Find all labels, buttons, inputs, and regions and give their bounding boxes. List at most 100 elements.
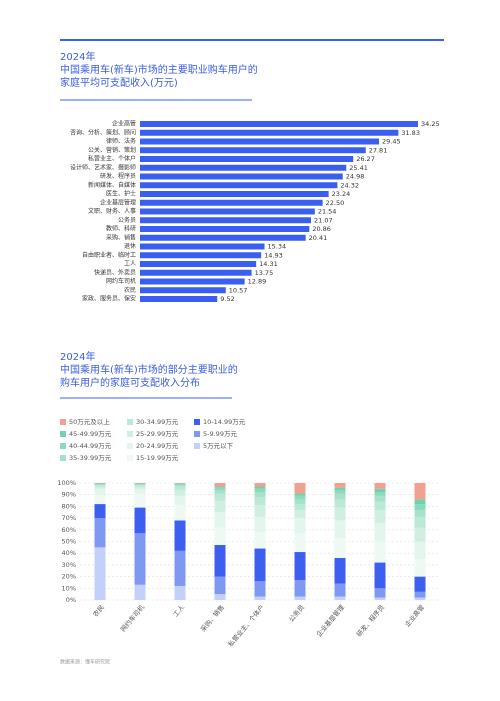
legend-label: 5-9.99万元 <box>203 430 237 438</box>
y-tick-label: 40% <box>62 549 76 557</box>
category-label: 设计师、艺术家、摄影师 <box>70 163 136 171</box>
bar-segment <box>414 591 426 598</box>
bar-segment <box>134 486 146 489</box>
bar-segment <box>174 485 186 487</box>
bar-segment <box>374 495 386 502</box>
category-label: 新闻媒体、自媒体 <box>88 181 136 189</box>
chart-title: 家庭平均可支配收入(万元) <box>60 76 178 89</box>
bar <box>140 121 418 127</box>
bar-segment <box>94 488 106 495</box>
bar-segment <box>174 585 186 600</box>
value-label: 14.31 <box>259 260 278 268</box>
bar-segment <box>334 557 346 584</box>
value-label: 34.25 <box>421 120 440 128</box>
bar-segment <box>134 483 146 484</box>
bar-segment <box>134 488 146 494</box>
bar-segment <box>94 486 106 489</box>
category-label: 退休 <box>124 242 136 250</box>
category-label: 文职、财务、人事 <box>88 207 136 215</box>
legend-swatch <box>194 443 200 449</box>
value-label: 31.83 <box>401 129 420 137</box>
bar-segment <box>214 490 226 494</box>
bar-segment <box>254 516 266 533</box>
y-tick-label: 20% <box>62 573 76 581</box>
category-label: 教师、科研 <box>106 225 136 233</box>
y-tick-label: 10% <box>62 584 76 592</box>
bar-segment <box>374 541 386 563</box>
bar-segment <box>334 499 346 508</box>
chart-title: 购车用户的家庭可支配收入分布 <box>60 376 200 389</box>
bar <box>140 199 323 206</box>
bar-segment <box>214 500 226 513</box>
y-tick-label: 30% <box>62 561 76 569</box>
bar-segment <box>334 487 346 491</box>
value-label: 27.81 <box>369 146 388 154</box>
bar-segment <box>374 597 386 600</box>
category-label: 企业基层管理 <box>100 198 136 206</box>
bar-segment <box>94 518 106 548</box>
value-label: 22.50 <box>326 199 345 207</box>
y-tick-label: 100% <box>57 479 76 487</box>
legend-swatch <box>60 431 66 437</box>
legend-swatch <box>127 431 133 437</box>
legend-label: 50万元及以上 <box>69 417 110 426</box>
bar-segment <box>254 505 266 517</box>
value-label: 9.52 <box>220 295 234 303</box>
value-label: 29.45 <box>382 138 401 146</box>
legend-swatch <box>60 455 66 461</box>
bar <box>140 296 218 302</box>
bar-segment <box>294 533 306 553</box>
bar-segment <box>134 493 146 508</box>
legend-label: 35-39.99万元 <box>69 454 112 462</box>
bar-segment <box>414 597 426 600</box>
category-label: 工人 <box>124 261 136 268</box>
value-label: 25.41 <box>349 164 368 172</box>
legend-label: 5万元以下 <box>203 442 234 450</box>
bar-segment <box>214 486 226 488</box>
bar-segment <box>174 486 186 491</box>
chart-title: 中国乘用车(新车)市场的部分主要职业的 <box>60 363 238 376</box>
bar-segment <box>214 527 226 546</box>
category-label: 自由职业者、临时工 <box>82 251 136 259</box>
legend-label: 25-29.99万元 <box>136 430 179 438</box>
bar <box>140 287 226 294</box>
legend-swatch <box>127 455 133 461</box>
legend-label: 10-14.99万元 <box>203 418 246 426</box>
bar-segment <box>214 493 226 501</box>
bar-segment <box>414 527 426 542</box>
bar-segment <box>254 492 266 498</box>
value-label: 14.93 <box>264 251 283 259</box>
bar-segment <box>414 504 426 510</box>
bar-segment <box>94 483 106 484</box>
bar-segment <box>374 562 386 589</box>
bar <box>140 156 354 162</box>
bar-segment <box>414 499 426 505</box>
value-label: 20.41 <box>309 234 328 242</box>
bar-segment <box>414 516 426 528</box>
bar-segment <box>334 490 346 494</box>
bar <box>140 173 343 180</box>
bar-segment <box>374 501 386 510</box>
bar <box>140 138 380 145</box>
legend-label: 40-44.99万元 <box>69 442 112 450</box>
y-tick-label: 90% <box>62 491 76 499</box>
bar-segment <box>254 532 266 549</box>
bar-segment <box>414 509 426 517</box>
value-label: 20.86 <box>312 225 331 233</box>
bar-segment <box>94 485 106 487</box>
bar <box>140 182 338 189</box>
value-label: 21.07 <box>314 216 333 224</box>
bar-segment <box>254 488 266 493</box>
bar-segment <box>294 493 306 496</box>
bar-segment <box>294 596 306 600</box>
bar <box>140 234 306 241</box>
bar-segment <box>294 499 306 505</box>
chart-title: 2024年 <box>60 50 95 63</box>
bar <box>140 269 252 276</box>
value-label: 26.27 <box>356 155 375 163</box>
legend-label: 15-19.99万元 <box>136 454 179 462</box>
bar-segment <box>334 493 346 500</box>
bar-segment <box>334 507 346 521</box>
bar-segment <box>134 584 146 600</box>
